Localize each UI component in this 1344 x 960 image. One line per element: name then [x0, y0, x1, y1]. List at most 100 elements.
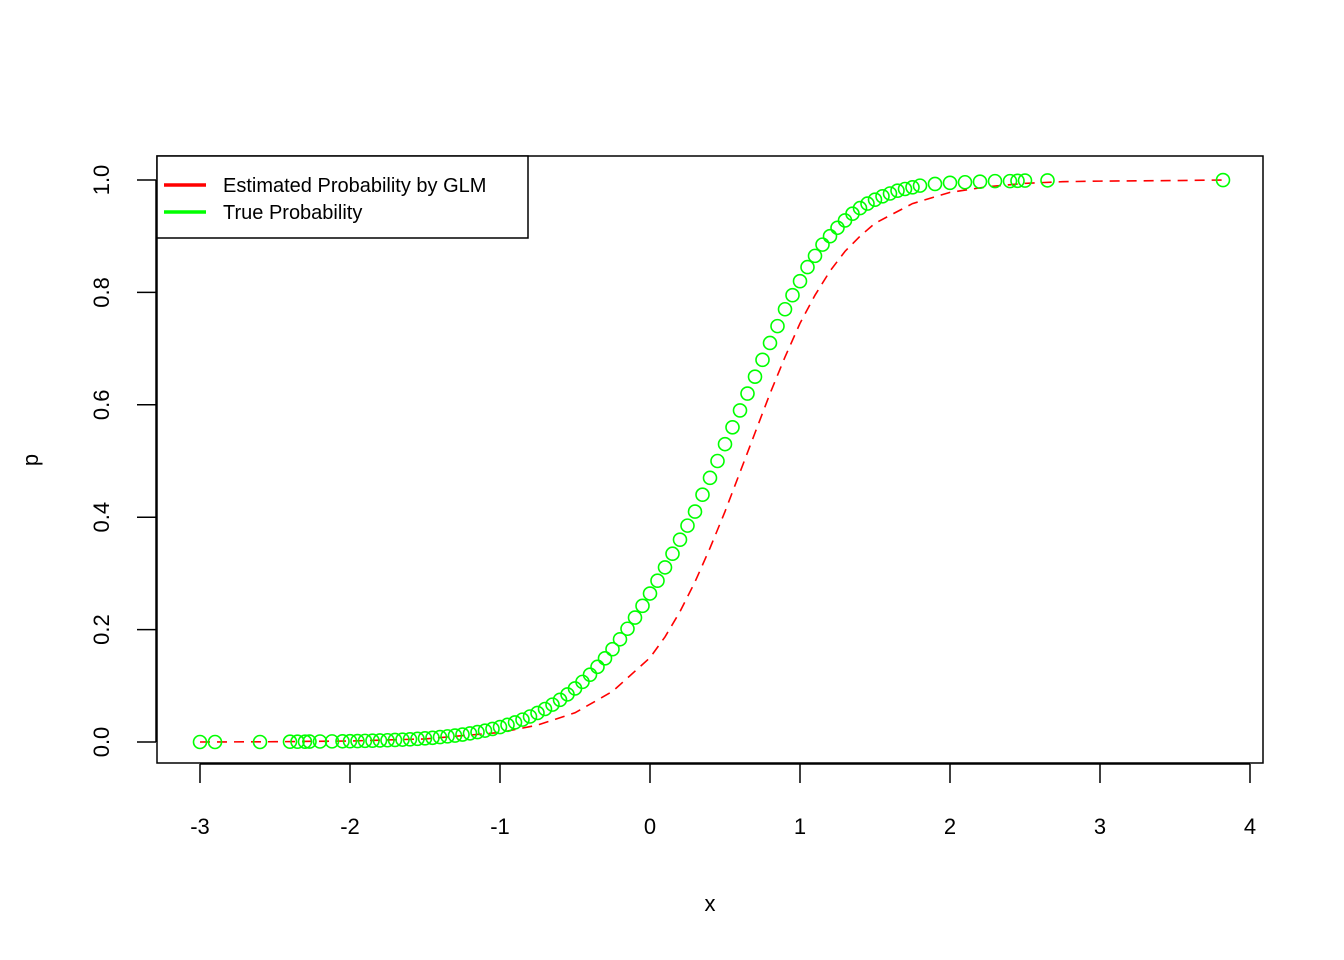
data-point-true	[357, 733, 373, 749]
data-point-true	[462, 726, 478, 741]
data-point-true	[837, 213, 853, 228]
series-points-true	[192, 172, 1231, 750]
legend-box	[156, 155, 529, 239]
data-point-true	[1017, 173, 1033, 188]
x-tick-label: 4	[1244, 814, 1256, 839]
data-point-true	[657, 560, 673, 575]
x-tick-label: 1	[794, 814, 806, 839]
y-tick-label: 0.0	[89, 727, 114, 758]
data-point-true	[432, 729, 448, 745]
data-point-true	[552, 692, 568, 708]
data-point-true	[324, 734, 340, 749]
data-point-true	[762, 335, 778, 351]
data-point-true	[590, 659, 605, 675]
legend: Estimated Probability by GLM True Probab…	[156, 155, 529, 239]
data-point-true	[740, 386, 755, 401]
series-layer	[192, 172, 1231, 750]
data-point-true	[792, 273, 808, 289]
y-tick-label: 0.2	[89, 614, 114, 645]
y-axis-title: p	[18, 454, 43, 466]
data-point-true	[537, 701, 553, 717]
data-point-true	[335, 733, 350, 749]
plot-frame	[156, 155, 1264, 764]
data-point-true	[207, 734, 223, 750]
data-point-true	[695, 487, 710, 503]
data-point-true	[725, 419, 740, 435]
data-point-true	[365, 733, 380, 749]
data-point-true	[252, 734, 268, 750]
data-point-true	[905, 180, 920, 195]
data-point-true	[1010, 173, 1025, 189]
data-point-true	[605, 641, 620, 657]
data-point-true	[455, 727, 470, 742]
data-point-true	[755, 352, 770, 368]
x-tick-label: 2	[944, 814, 956, 839]
y-axis: 0.0 0.2 0.4 0.6 0.8 1.0	[89, 165, 157, 758]
data-point-true	[927, 176, 943, 192]
data-point-true	[807, 248, 823, 264]
data-point-true	[380, 732, 395, 748]
data-point-true	[635, 598, 650, 614]
data-point-true	[860, 196, 875, 211]
data-point-true	[852, 200, 868, 216]
data-point-true	[665, 546, 680, 562]
data-point-true	[410, 731, 425, 747]
data-point-true	[425, 730, 440, 746]
data-point-true	[350, 733, 365, 749]
data-point-true	[1002, 173, 1018, 189]
y-tick-label: 1.0	[89, 165, 114, 196]
data-point-true	[492, 719, 508, 735]
data-point-true	[312, 734, 328, 749]
data-point-true	[747, 369, 763, 385]
data-point-true	[845, 206, 860, 222]
data-point-true	[627, 610, 643, 625]
data-point-true	[477, 723, 493, 738]
data-point-true	[957, 174, 973, 190]
data-point-true	[1215, 172, 1231, 188]
data-point-true	[192, 734, 208, 750]
data-point-true	[302, 734, 317, 749]
data-point-true	[545, 697, 560, 712]
data-point-true	[470, 724, 485, 740]
data-point-true	[770, 318, 785, 334]
data-point-true	[342, 733, 358, 749]
legend-label-true: True Probability	[223, 202, 362, 224]
data-point-true	[507, 715, 523, 730]
data-point-true	[897, 181, 913, 197]
data-point-true	[822, 228, 838, 244]
data-point-true	[912, 178, 928, 193]
data-point-true	[282, 734, 298, 750]
x-tick-label: -1	[490, 814, 510, 839]
data-point-true	[785, 287, 800, 303]
data-point-true	[395, 732, 410, 747]
data-point-true	[297, 734, 313, 749]
data-point-true	[402, 731, 418, 747]
data-point-true	[867, 192, 883, 207]
data-point-true	[815, 237, 830, 252]
x-axis-title: x	[705, 891, 716, 916]
data-point-true	[732, 403, 748, 418]
data-point-true	[582, 667, 598, 682]
data-point-true	[800, 259, 815, 275]
data-point-true	[830, 220, 845, 236]
data-point-true	[717, 436, 733, 452]
data-point-true	[680, 518, 695, 533]
data-point-true	[447, 728, 463, 743]
data-point-true	[417, 731, 433, 746]
data-point-true	[875, 189, 890, 204]
data-point-true	[387, 732, 403, 748]
data-point-true	[440, 729, 455, 744]
data-point-true	[612, 631, 628, 647]
data-point-true	[972, 174, 988, 189]
y-tick-label: 0.6	[89, 390, 114, 421]
data-point-true	[620, 621, 635, 637]
legend-label-glm: Estimated Probability by GLM	[223, 175, 486, 197]
data-point-true	[530, 705, 545, 721]
data-point-true	[987, 173, 1003, 189]
data-point-true	[290, 734, 305, 750]
y-tick-label: 0.8	[89, 277, 114, 308]
data-point-true	[710, 453, 725, 469]
plot-border	[156, 155, 1264, 764]
data-point-true	[597, 651, 613, 666]
